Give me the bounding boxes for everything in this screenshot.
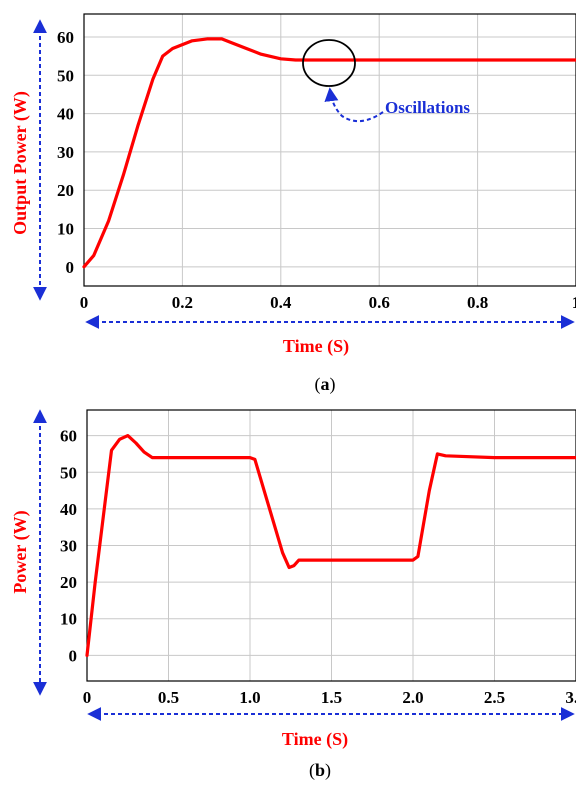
series-a [82, 37, 576, 269]
caption-a: (a) [315, 374, 336, 395]
x-axis-title-b: Time (S) [282, 729, 348, 750]
x-tick-label: 2.0 [402, 688, 423, 707]
series-b [85, 434, 576, 658]
x-tick-label: 0.4 [270, 293, 292, 312]
grid-a [84, 14, 576, 286]
oscillation-ellipse [302, 39, 356, 87]
x-tick-label: 0 [83, 688, 92, 707]
y-tick-label: 10 [57, 220, 74, 239]
x-axis-title-a: Time (S) [283, 336, 349, 357]
x-tick-label: 1 [572, 293, 576, 312]
series-line [82, 37, 576, 269]
chart-b: 0 0.5 1.0 1.5 2.0 2.5 3.0 0 10 20 30 40 50 60 Power … [10, 409, 576, 781]
y-tick-label: 30 [57, 143, 74, 162]
x-tick-label: 0.8 [467, 293, 488, 312]
x-tick-label: 3.0 [565, 688, 576, 707]
y-tick-labels-b: 0 10 20 30 40 50 60 [60, 427, 77, 666]
grid-b [87, 410, 576, 681]
series-line [85, 434, 576, 658]
x-tick-label: 2.5 [484, 688, 505, 707]
y-axis-title-a: Output Power (W) [10, 91, 31, 235]
oscillations-label: Oscillations [385, 98, 470, 117]
y-tick-label: 60 [57, 28, 74, 47]
x-tick-label: 0.2 [172, 293, 193, 312]
y-tick-labels-a: 0 10 20 30 40 50 60 [57, 28, 74, 277]
y-tick-label: 40 [60, 500, 77, 519]
y-tick-label: 50 [57, 66, 74, 85]
x-tick-labels-b: 0 0.5 1.0 1.5 2.0 2.5 3.0 [83, 688, 576, 707]
y-tick-label: 50 [60, 463, 77, 482]
y-tick-label: 0 [66, 258, 75, 277]
caption-b: (b) [309, 760, 331, 781]
x-tick-labels-a: 0 0.2 0.4 0.6 0.8 1 [80, 293, 576, 312]
x-tick-label: 1.5 [321, 688, 342, 707]
y-tick-label: 30 [60, 537, 77, 556]
y-tick-label: 20 [60, 573, 77, 592]
x-tick-label: 0 [80, 293, 89, 312]
oscillation-arrow [324, 87, 384, 123]
plot-frame-b [86, 409, 576, 682]
y-tick-label: 60 [60, 427, 77, 446]
y-tick-label: 0 [69, 646, 78, 665]
x-tick-label: 1.0 [239, 688, 260, 707]
x-tick-label: 0.5 [158, 688, 179, 707]
y-tick-label: 20 [57, 181, 74, 200]
y-tick-label: 40 [57, 105, 74, 124]
x-tick-label: 0.6 [369, 293, 390, 312]
plot-frame-a [83, 13, 576, 287]
y-axis-title-b: Power (W) [10, 510, 31, 593]
y-tick-label: 10 [60, 610, 77, 629]
chart-a: 0 0.2 0.4 0.6 0.8 1 0 10 20 30 40 50 60 Output Powe… [10, 13, 576, 395]
